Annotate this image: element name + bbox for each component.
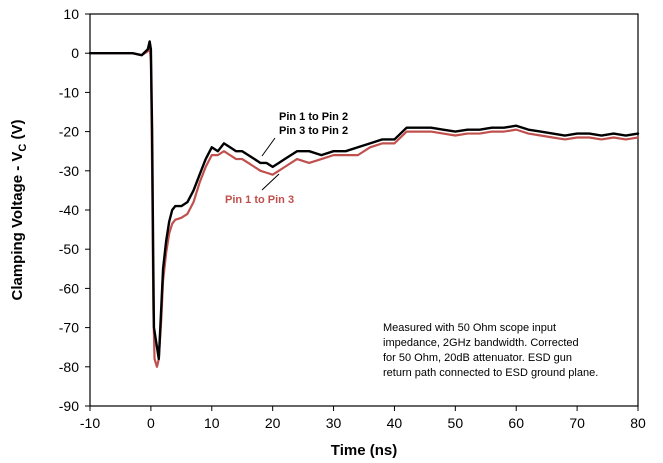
y-tick-label: -40 bbox=[59, 202, 79, 218]
y-axis-title-main: Clamping Voltage - V bbox=[9, 152, 26, 301]
series-line-pin1-pin2 bbox=[88, 40, 640, 361]
annotation-leader-red bbox=[261, 173, 280, 191]
x-axis-title: Time (ns) bbox=[331, 442, 397, 459]
y-axis-title: Clamping Voltage - VC (V) bbox=[9, 119, 29, 300]
x-tick-label: 50 bbox=[448, 415, 464, 431]
note-line-2: impedance, 2GHz bandwidth. Corrected bbox=[383, 337, 579, 349]
note-line-4: return path connected to ESD ground plan… bbox=[383, 367, 598, 379]
x-tick-label: 10 bbox=[204, 415, 220, 431]
x-tick-label: 30 bbox=[326, 415, 342, 431]
y-tick-label: -30 bbox=[59, 163, 79, 179]
y-tick-label: -50 bbox=[59, 241, 79, 257]
annotation-pin3-pin2: Pin 3 to Pin 2 bbox=[279, 125, 348, 137]
annotation-pin1-pin3: Pin 1 to Pin 3 bbox=[225, 194, 294, 206]
x-tick-label: 20 bbox=[265, 415, 281, 431]
annotation-pin1-pin2: Pin 1 to Pin 2 bbox=[279, 111, 348, 123]
y-tick-label: 0 bbox=[71, 45, 79, 61]
y-tick-label: -90 bbox=[59, 398, 79, 414]
measurement-note: Measured with 50 Ohm scope input impedan… bbox=[383, 322, 598, 379]
x-tick-label: 40 bbox=[387, 415, 403, 431]
plot-area: -10 0 10 20 30 40 50 60 70 80 10 0 -10 -20 -30 -40 -50 -… bbox=[59, 6, 646, 431]
x-tick-label: -10 bbox=[80, 415, 100, 431]
y-tick-label: -80 bbox=[59, 359, 79, 375]
annotation-leader-black bbox=[261, 137, 276, 157]
y-tick-label: -20 bbox=[59, 124, 79, 140]
note-line-1: Measured with 50 Ohm scope input bbox=[383, 322, 556, 334]
x-tick-label: 0 bbox=[147, 415, 155, 431]
y-axis-title-unit: (V) bbox=[9, 119, 26, 143]
x-tick-label: 60 bbox=[508, 415, 524, 431]
series-line-pin1-pin3 bbox=[88, 44, 640, 368]
x-tick-label: 70 bbox=[569, 415, 585, 431]
y-tick-label: -10 bbox=[59, 84, 79, 100]
x-axis-ticks: -10 0 10 20 30 40 50 60 70 80 bbox=[80, 406, 646, 431]
y-axis-ticks: 10 0 -10 -20 -30 -40 -50 -60 -70 -80 -90 bbox=[59, 6, 90, 414]
y-tick-label: -70 bbox=[59, 320, 79, 336]
note-line-3: for 50 Ohm, 20dB attenuator. ESD gun bbox=[383, 352, 572, 364]
x-tick-label: 80 bbox=[630, 415, 646, 431]
y-tick-label: -60 bbox=[59, 280, 79, 296]
y-axis-title-subscript: C bbox=[17, 144, 29, 152]
series-group bbox=[88, 40, 640, 368]
y-tick-label: 10 bbox=[63, 6, 79, 22]
